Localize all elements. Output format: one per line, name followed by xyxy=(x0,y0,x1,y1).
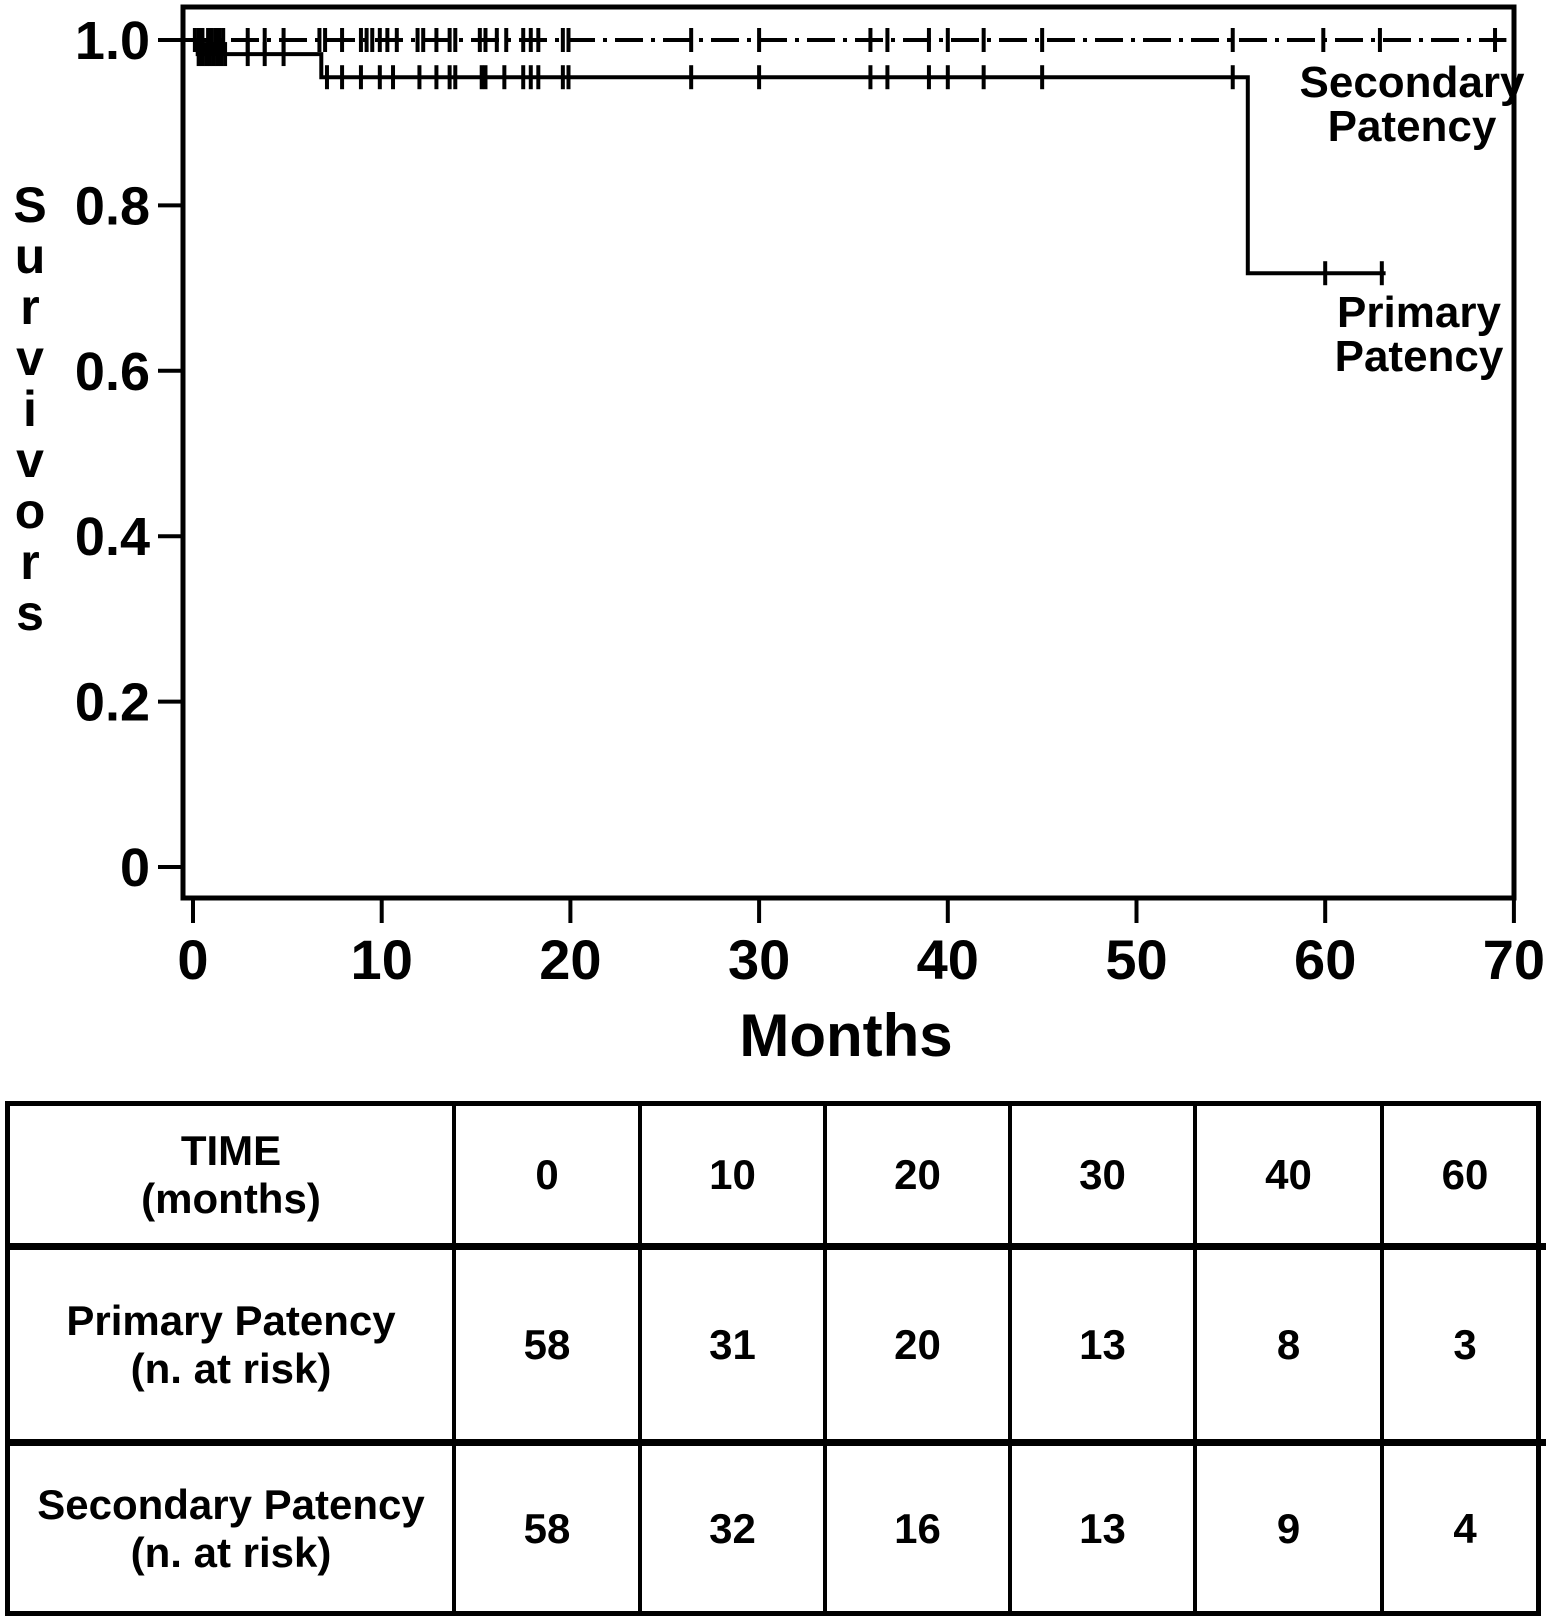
y-axis-title-letter: r xyxy=(20,534,39,590)
secondary-patency-row-label: Secondary Patency (n. at risk) xyxy=(10,1439,452,1611)
primary-at-risk-cell: 3 xyxy=(1380,1243,1546,1439)
y-tick-label: 0.4 xyxy=(75,507,150,567)
x-tick-label: 20 xyxy=(539,928,601,991)
secondary-at-risk-cell: 16 xyxy=(823,1439,1008,1611)
risk-table: TIME (months) 0 10 20 30 40 60 Primary P… xyxy=(5,1101,1546,1616)
km-chart: 1.00.80.60.40.200 10 20 30 40 50 60 70MonthsSur… xyxy=(13,4,1545,1069)
secondary-at-risk-cell: 9 xyxy=(1193,1439,1380,1611)
risk-table-header-line2: (months) xyxy=(141,1174,321,1222)
x-tick-label: 0 xyxy=(177,928,208,991)
y-tick-label: 1.0 xyxy=(75,11,150,71)
y-axis-title-letter: i xyxy=(23,381,37,437)
x-tick-label: 10 xyxy=(351,928,413,991)
secondary-at-risk-cell: 32 xyxy=(638,1439,823,1611)
curve-label-secondary-patency: Secondary xyxy=(1300,58,1526,107)
y-axis-title-letter: v xyxy=(16,432,44,488)
y-axis-title-letter: u xyxy=(15,228,46,284)
x-tick-label: 70 xyxy=(1483,928,1545,991)
secondary-at-risk-cell: 13 xyxy=(1008,1439,1193,1611)
x-tick-label: 50 xyxy=(1105,928,1167,991)
secondary-at-risk-cell: 58 xyxy=(452,1439,638,1611)
risk-table-header-label: TIME (months) xyxy=(10,1106,452,1243)
curve-label-primary-patency: Patency xyxy=(1335,332,1504,381)
secondary-at-risk-cell: 4 xyxy=(1380,1439,1546,1611)
x-tick-label: 40 xyxy=(917,928,979,991)
curve-label-secondary-patency: Patency xyxy=(1328,102,1497,151)
x-tick-label: 60 xyxy=(1294,928,1356,991)
time-point-cell: 30 xyxy=(1008,1106,1193,1243)
y-tick-label: 0.8 xyxy=(75,176,150,236)
y-axis-title-letter: v xyxy=(16,330,44,386)
time-point-cell: 20 xyxy=(823,1106,1008,1243)
y-axis-title-letter: S xyxy=(13,177,46,233)
curve-primary-patency xyxy=(183,38,1386,276)
y-axis-title-letter: o xyxy=(15,483,46,539)
primary-at-risk-cell: 58 xyxy=(452,1243,638,1439)
risk-table-header-line1: TIME xyxy=(180,1126,282,1174)
x-tick-label: 30 xyxy=(728,928,790,991)
primary-patency-row-label: Primary Patency (n. at risk) xyxy=(10,1243,452,1439)
time-point-cell: 40 xyxy=(1193,1106,1380,1243)
time-point-cell: 0 xyxy=(452,1106,638,1243)
primary-at-risk-cell: 20 xyxy=(823,1243,1008,1439)
y-axis-title-letter: s xyxy=(16,585,44,641)
y-tick-label: 0.2 xyxy=(75,673,150,733)
primary-at-risk-cell: 31 xyxy=(638,1243,823,1439)
y-tick-label: 0 xyxy=(120,838,150,898)
y-tick-label: 0.6 xyxy=(75,342,150,402)
curve-label-primary-patency: Primary xyxy=(1337,288,1501,337)
primary-at-risk-cell: 8 xyxy=(1193,1243,1380,1439)
primary-at-risk-cell: 13 xyxy=(1008,1243,1193,1439)
y-axis-title-letter: r xyxy=(20,279,39,335)
time-point-cell: 10 xyxy=(638,1106,823,1243)
plot-frame xyxy=(180,4,1517,901)
time-point-cell: 60 xyxy=(1380,1106,1546,1243)
x-axis-title: Months xyxy=(739,1002,952,1069)
